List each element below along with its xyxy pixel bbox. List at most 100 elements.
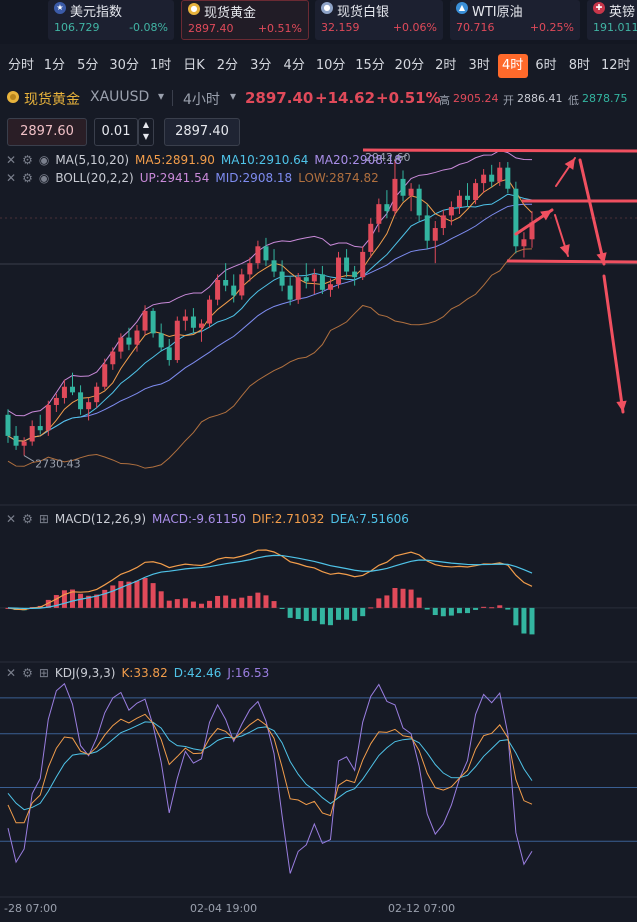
- gear-icon[interactable]: ⚙: [22, 512, 33, 526]
- macd-histogram-bar: [295, 607, 301, 620]
- chevron-down-icon[interactable]: ▾: [158, 89, 165, 103]
- gear-icon[interactable]: ⚙: [22, 666, 33, 680]
- macd-histogram-bar: [190, 601, 196, 608]
- candle-body: [13, 435, 19, 446]
- candle-body: [295, 277, 301, 300]
- candle-body: [207, 299, 213, 324]
- price-change-pct: +0.51%: [376, 89, 441, 107]
- timeframe-tab[interactable]: 20分: [394, 58, 425, 73]
- timeframe-tab[interactable]: 2时: [435, 58, 457, 73]
- macd-histogram-bar: [271, 601, 277, 608]
- timeframe-tab[interactable]: 1时: [149, 58, 172, 73]
- candle-body: [311, 274, 317, 282]
- ma-legend: ✕ ⚙ ◉ MA(5,10,20) MA5:2891.90 MA10:2910.64 MA2…: [6, 153, 408, 167]
- dif-line: [7, 549, 533, 611]
- timeframe-tab[interactable]: 10分: [315, 58, 346, 73]
- timeframe-tab[interactable]: 15分: [355, 58, 385, 73]
- macd-histogram-bar: [166, 600, 172, 608]
- candle-body: [150, 310, 156, 334]
- close-icon[interactable]: ✕: [6, 153, 17, 167]
- macd-histogram-bar: [376, 598, 382, 608]
- plus-square-icon[interactable]: ⊞: [38, 666, 49, 680]
- macd-legend: ✕ ⚙ ⊞ MACD(12,26,9) MACD:-9.61150 DIF:2.71032…: [6, 512, 415, 526]
- close-icon[interactable]: ✕: [6, 666, 17, 680]
- timeframe-tab[interactable]: 2分: [216, 58, 239, 73]
- plus-square-icon[interactable]: ⊞: [38, 512, 49, 526]
- close-icon[interactable]: ✕: [6, 171, 17, 185]
- timeframe-tab[interactable]: 30分: [109, 58, 139, 73]
- macd-histogram-bar: [424, 607, 430, 610]
- close-icon[interactable]: ✕: [6, 512, 17, 526]
- gear-icon[interactable]: ⚙: [22, 153, 33, 167]
- ticker-item[interactable]: ▲ WTI原油 70.716 +0.25%: [450, 0, 580, 40]
- chevron-up-icon[interactable]: ▲: [142, 120, 150, 129]
- gear-icon[interactable]: ⚙: [22, 171, 33, 185]
- eye-icon[interactable]: ◉: [38, 171, 50, 185]
- ticker-item[interactable]: ★ 美元指数 106.729 -0.08%: [48, 0, 174, 40]
- gold-coin-icon: [6, 90, 20, 107]
- boll-mid-line: [7, 203, 533, 442]
- macd-histogram-bar: [231, 598, 237, 608]
- timeframe-tab[interactable]: 3时: [468, 58, 490, 73]
- candle-body: [408, 188, 414, 196]
- candle-body: [513, 188, 519, 247]
- candle-body: [497, 167, 503, 182]
- sell-price-button[interactable]: 2897.60: [7, 118, 87, 146]
- eye-icon[interactable]: ◉: [38, 153, 50, 167]
- candle-body: [271, 260, 277, 272]
- symbol-name[interactable]: 现货黄金: [24, 92, 80, 108]
- lot-size-input[interactable]: 0.01: [94, 118, 138, 146]
- ticker-item[interactable]: ● 现货白银 32.159 +0.06%: [315, 0, 443, 40]
- boll-legend: ✕ ⚙ ◉ BOLL(20,2,2) UP:2941.54 MID:2908.18 LOW:…: [6, 171, 385, 185]
- chevron-down-icon[interactable]: ▾: [230, 89, 237, 103]
- candle-body: [247, 263, 253, 275]
- macd-histogram-bar: [150, 583, 156, 608]
- ticker-price: 2897.40: [188, 22, 234, 35]
- candle-body: [352, 271, 358, 278]
- ticker-name: WTI原油: [472, 5, 523, 20]
- macd-histogram-bar: [489, 607, 495, 609]
- arrow-head: [596, 252, 607, 264]
- support-line: [506, 259, 637, 264]
- ticker-price: 32.159: [321, 21, 360, 34]
- macd-histogram-bar: [448, 607, 454, 616]
- ticker-item[interactable]: ● 现货黄金 2897.40 +0.51%: [181, 0, 309, 40]
- timeframe-tab[interactable]: 日K: [183, 58, 205, 73]
- buy-price-button[interactable]: 2897.40: [164, 118, 240, 146]
- macd-histogram-bar: [110, 585, 116, 608]
- macd-histogram-bar: [352, 607, 358, 621]
- chevron-down-icon[interactable]: ▼: [142, 132, 150, 141]
- macd-histogram-bar: [319, 607, 325, 625]
- candle-body: [287, 285, 293, 300]
- candle-body: [223, 280, 229, 286]
- timeframe-tab[interactable]: 5分: [77, 58, 99, 73]
- timeframe-tab[interactable]: 6时: [535, 58, 557, 73]
- candle-body: [255, 246, 261, 264]
- candle-body: [392, 178, 398, 212]
- timeframe-tab[interactable]: 8时: [568, 58, 591, 73]
- macd-histogram-bar: [456, 607, 462, 614]
- macd-histogram-bar: [360, 607, 366, 617]
- x-tick-label: 02-12 07:00: [388, 902, 455, 915]
- ticker-item[interactable]: ✚ 英镑 191.011: [587, 0, 637, 40]
- symbol-bar: 现货黄金 XAUUSD ▾ 4小时 ▾ 2897.40 +14.62 +0.51…: [0, 84, 637, 112]
- interval-label[interactable]: 4小时: [183, 92, 220, 108]
- arrow-head: [564, 158, 575, 170]
- candle-body: [215, 280, 221, 300]
- timeframe-tab[interactable]: 4时: [497, 54, 528, 78]
- lot-stepper[interactable]: ▲ ▼: [138, 118, 154, 146]
- macd-histogram-bar: [182, 598, 188, 608]
- dea-line: [7, 554, 533, 610]
- macd-histogram-bar: [174, 599, 180, 608]
- macd-histogram-bar: [94, 594, 100, 608]
- timeframe-tab[interactable]: 4分: [283, 58, 305, 73]
- timeframe-tab[interactable]: 分时: [7, 58, 34, 73]
- macd-histogram-bar: [279, 607, 285, 609]
- timeframe-tab[interactable]: 1分: [43, 58, 66, 73]
- open-label: 开: [503, 94, 514, 107]
- timeframe-tab[interactable]: 12时: [601, 58, 631, 73]
- timeframe-tab[interactable]: 3分: [250, 58, 272, 73]
- candle-body: [416, 188, 422, 216]
- ticker-name: 现货黄金: [204, 6, 257, 21]
